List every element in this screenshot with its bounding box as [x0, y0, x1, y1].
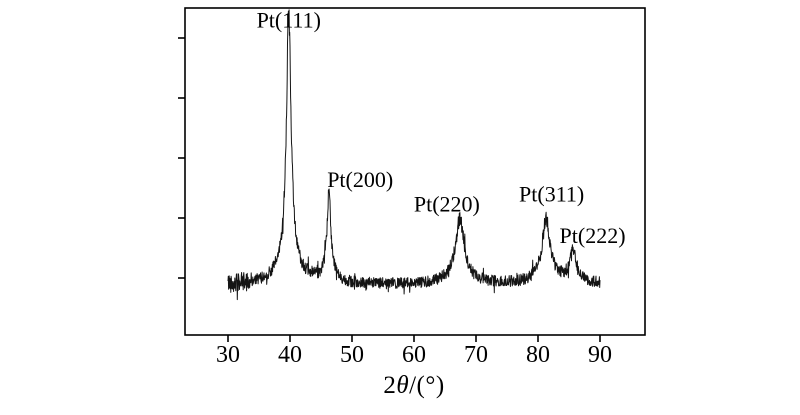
plot-frame [184, 7, 646, 336]
x-tick-label: 50 [340, 342, 364, 368]
x-axis-title-suffix: /(°) [409, 372, 445, 399]
x-tick-label: 60 [402, 342, 426, 368]
x-tick-label: 40 [278, 342, 302, 368]
xrd-trace [227, 9, 601, 301]
peak-label: Pt(200) [327, 167, 393, 192]
x-tick-label: 90 [588, 342, 612, 368]
x-axis-title: 2θ/(°) [314, 372, 514, 400]
x-tick-label: 30 [216, 342, 240, 368]
x-axis-title-prefix: 2 [383, 372, 397, 399]
x-tick-label: 70 [464, 342, 488, 368]
x-tick-label: 80 [526, 342, 550, 368]
peak-label: Pt(222) [560, 223, 626, 248]
peak-label: Pt(311) [519, 181, 584, 206]
peak-label: Pt(111) [257, 8, 321, 33]
peak-label: Pt(220) [414, 191, 480, 216]
x-axis-title-theta: θ [396, 372, 410, 399]
